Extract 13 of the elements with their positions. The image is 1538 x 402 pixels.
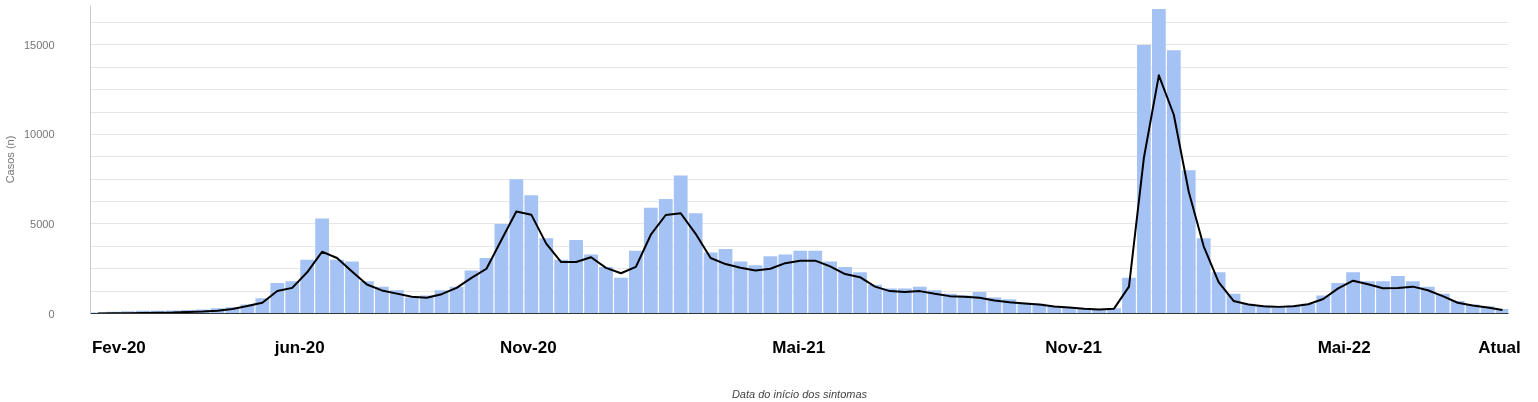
x-tick-label: jun-20 <box>273 337 325 357</box>
x-axis-title: Data do início dos sintomas <box>731 387 868 400</box>
x-tick-label: Mai-22 <box>1317 337 1371 357</box>
x-tick-label: Atual <box>1478 337 1521 357</box>
y-tick-label: 10000 <box>23 128 55 141</box>
y-tick-label: 15000 <box>23 38 55 51</box>
x-tick-label: Fev-20 <box>91 337 146 357</box>
y-tick-label: 0 <box>48 307 55 320</box>
x-tick-label: Mai-21 <box>772 337 826 357</box>
y-axis-title: Casos (n) <box>3 135 16 184</box>
x-tick-label: Nov-20 <box>499 337 557 357</box>
x-tick-label: Nov-21 <box>1045 337 1103 357</box>
y-tick-label: 5000 <box>30 217 55 230</box>
